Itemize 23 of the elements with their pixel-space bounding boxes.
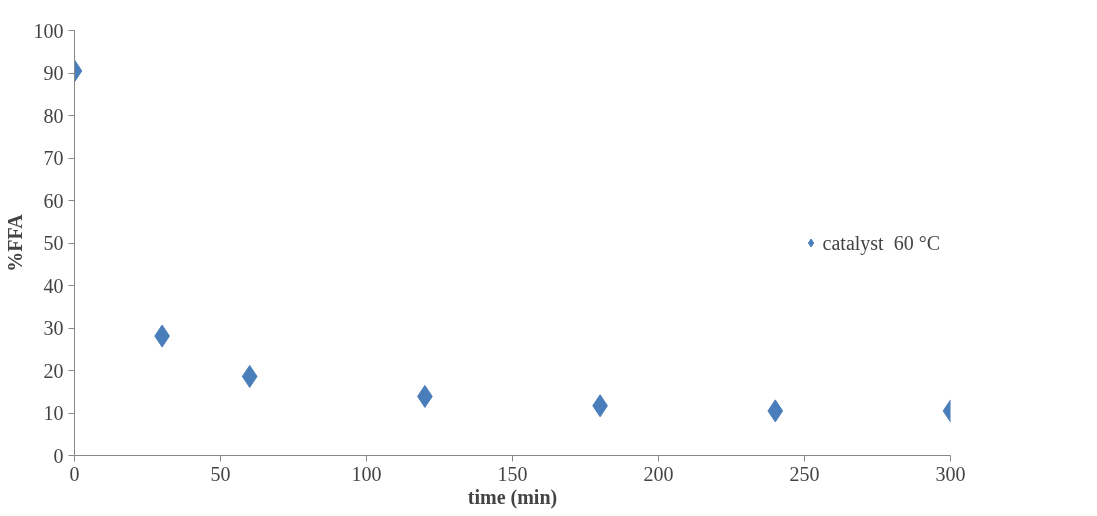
y-tick-label: 10 bbox=[43, 402, 64, 424]
y-tick-label: 80 bbox=[43, 104, 64, 127]
x-tick-label: 300 bbox=[935, 462, 966, 485]
y-tick-label: 90 bbox=[43, 62, 64, 84]
y-tick-label: 100 bbox=[33, 19, 64, 42]
x-tick-label: 150 bbox=[497, 462, 528, 485]
y-tick-label: 0 bbox=[53, 444, 64, 467]
x-tick-label: 50 bbox=[210, 462, 231, 485]
point bbox=[241, 364, 258, 388]
y-tick-label: 30 bbox=[43, 317, 64, 339]
legend-label: catalyst 60 °C bbox=[822, 231, 940, 254]
x-axis-title: time (min) bbox=[467, 485, 558, 509]
y-tick-label: 70 bbox=[43, 147, 64, 169]
x-tick-label: 0 bbox=[69, 462, 80, 485]
point bbox=[767, 399, 784, 423]
x-tick-label: 100 bbox=[351, 462, 382, 485]
y-tick-label: 40 bbox=[43, 274, 64, 297]
x-tick-label: 250 bbox=[789, 462, 820, 485]
y-tick-label: 60 bbox=[43, 189, 64, 212]
y-axis-title: %FFA bbox=[3, 213, 26, 272]
y-tick-label: 50 bbox=[43, 232, 64, 254]
x-tick-label: 200 bbox=[643, 462, 674, 485]
y-tick-label: 20 bbox=[43, 359, 64, 382]
